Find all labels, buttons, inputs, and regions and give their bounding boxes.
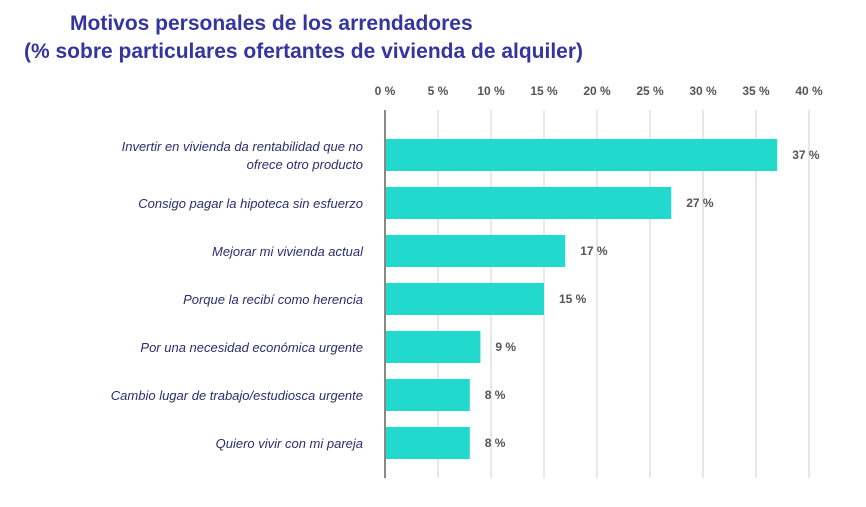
x-tick-label: 25 % [636, 84, 664, 98]
category-label: ofrece otro producto [247, 157, 363, 172]
bar [385, 283, 544, 315]
x-tick-label: 20 % [583, 84, 611, 98]
bar [385, 187, 672, 219]
x-tick-label: 30 % [689, 84, 717, 98]
bar [385, 427, 470, 459]
x-tick-label: 40 % [795, 84, 823, 98]
x-tick-label: 10 % [477, 84, 505, 98]
bar [385, 331, 481, 363]
category-label: Por una necesidad económica urgente [140, 340, 363, 355]
data-label: 15 % [559, 292, 587, 306]
category-label: Consigo pagar la hipoteca sin esfuerzo [138, 196, 363, 211]
chart-title-block: Motivos personales de los arrendadores (… [0, 10, 600, 66]
data-label: 37 % [792, 148, 820, 162]
bar [385, 139, 778, 171]
data-label: 17 % [580, 244, 608, 258]
data-label: 8 % [485, 436, 506, 450]
category-label: Mejorar mi vivienda actual [212, 244, 364, 259]
bar [385, 235, 566, 267]
bar [385, 379, 470, 411]
x-tick-label: 15 % [530, 84, 558, 98]
data-label: 8 % [485, 388, 506, 402]
x-tick-label: 0 % [375, 84, 396, 98]
category-label: Porque la recibí como herencia [183, 292, 363, 307]
category-label: Quiero vivir con mi pareja [216, 436, 363, 451]
chart-subtitle: (% sobre particulares ofertantes de vivi… [24, 40, 584, 63]
data-label: 27 % [686, 196, 714, 210]
category-label: Invertir en vivienda da rentabilidad que… [122, 139, 363, 154]
x-tick-label: 35 % [742, 84, 770, 98]
data-label: 9 % [495, 340, 516, 354]
category-label: Cambio lugar de trabajo/estudiosca urgen… [111, 388, 363, 403]
x-tick-label: 5 % [428, 84, 449, 98]
chart-title: Motivos personales de los arrendadores [70, 12, 473, 35]
